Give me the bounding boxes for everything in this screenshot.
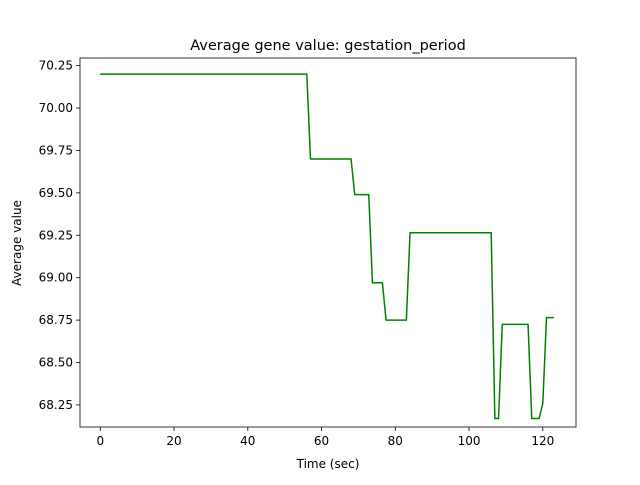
y-axis: 68.25 68.50 68.75 69.00 69.25 69.50 69.75 70.00… (39, 59, 80, 412)
plot-frame (79, 57, 577, 428)
y-axis-title: Average value (10, 200, 24, 286)
y-tick-label: 68.50 (39, 356, 73, 370)
y-tick-label: 69.00 (39, 271, 73, 285)
x-tick-label: 120 (531, 434, 554, 448)
y-tick-label: 69.75 (39, 143, 73, 157)
y-tick-label: 70.00 (39, 101, 73, 115)
y-tick-label: 68.75 (39, 313, 73, 327)
series-line-0 (100, 73, 554, 420)
y-tick-label: 69.25 (39, 228, 73, 242)
x-axis: 0 20 40 60 80 100 120 (96, 427, 554, 448)
x-tick-label: 100 (458, 434, 481, 448)
plot-background (80, 58, 576, 427)
chart-title: Average gene value: gestation_period (190, 38, 466, 54)
y-tick-label: 68.25 (39, 398, 73, 412)
x-tick-label: 60 (314, 434, 329, 448)
y-tick-label: 70.25 (39, 59, 73, 73)
x-axis-title: Time (sec) (296, 457, 360, 471)
x-tick-label: 80 (388, 434, 403, 448)
y-tick-label: 69.50 (39, 186, 73, 200)
plot-area (79, 57, 577, 428)
x-tick-label: 40 (240, 434, 255, 448)
x-tick-label: 20 (166, 434, 181, 448)
x-tick-label: 0 (96, 434, 104, 448)
